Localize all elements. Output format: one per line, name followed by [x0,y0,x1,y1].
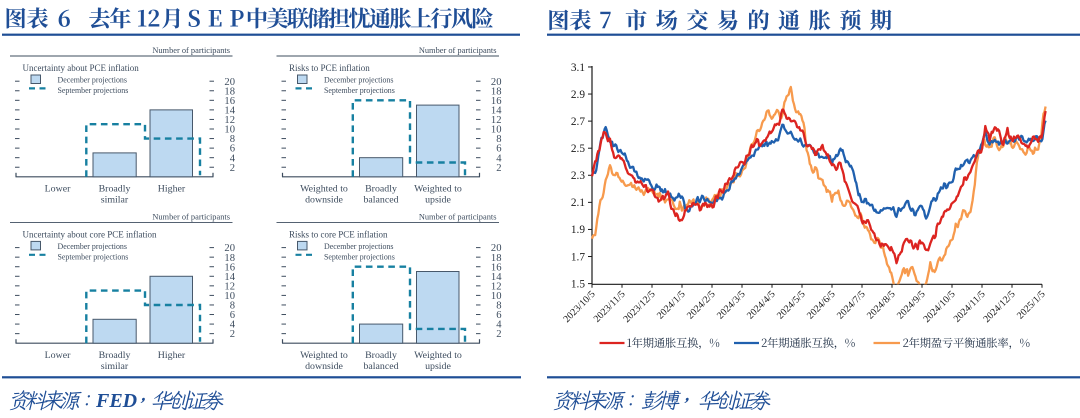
svg-text:Number of participants: Number of participants [152,212,230,221]
svg-text:upside: upside [425,195,451,206]
svg-text:December projections: December projections [58,242,127,251]
svg-text:10: 10 [491,125,502,136]
svg-text:20: 20 [224,77,235,88]
svg-text:Weighted to: Weighted to [300,184,348,195]
svg-text:Weighted to: Weighted to [414,350,462,361]
svg-text:12: 12 [224,115,235,126]
svg-text:December projections: December projections [324,76,393,85]
svg-text:20: 20 [224,243,235,254]
svg-text:Higher: Higher [158,350,186,361]
svg-text:Broadly: Broadly [365,350,397,361]
svg-text:September projections: September projections [58,252,129,261]
svg-text:8: 8 [496,301,501,312]
svg-text:6: 6 [496,310,501,321]
svg-text:Lower: Lower [45,184,71,195]
svg-text:downside: downside [305,361,343,372]
svg-text:18: 18 [224,253,235,264]
svg-text:4: 4 [496,153,502,164]
svg-text:18: 18 [224,86,235,97]
svg-text:8: 8 [496,134,501,145]
svg-text:balanced: balanced [363,361,398,372]
svg-text:12: 12 [491,281,502,292]
svg-text:12: 12 [491,115,502,126]
svg-text:upside: upside [425,361,451,372]
svg-text:2.5: 2.5 [571,143,585,155]
svg-text:Number of participants: Number of participants [419,46,497,55]
svg-text:14: 14 [491,272,502,283]
svg-text:FED: FED [95,390,137,412]
svg-text:16: 16 [491,96,502,107]
svg-text:2: 2 [496,329,501,340]
svg-text:September projections: September projections [324,86,395,95]
svg-text:12: 12 [224,281,235,292]
svg-text:4: 4 [230,320,236,331]
svg-text:14: 14 [491,106,502,117]
svg-text:16: 16 [224,262,235,273]
svg-text:20: 20 [491,243,502,254]
svg-text:1.5: 1.5 [571,278,585,290]
svg-text:14: 14 [224,106,235,117]
svg-text:16: 16 [491,262,502,273]
svg-text:September projections: September projections [324,252,395,261]
svg-text:2.7: 2.7 [571,116,585,128]
svg-text:4: 4 [496,320,502,331]
svg-text:Weighted to: Weighted to [300,350,348,361]
svg-text:4: 4 [230,153,236,164]
svg-text:6: 6 [230,310,235,321]
svg-text:2: 2 [230,163,235,174]
svg-text:10: 10 [491,291,502,302]
svg-text:Number of participants: Number of participants [419,212,497,221]
svg-text:similar: similar [101,195,129,206]
svg-text:6: 6 [496,144,501,155]
svg-text:Risks to core PCE inflation: Risks to core PCE inflation [289,229,388,239]
svg-text:September projections: September projections [58,86,129,95]
svg-text:14: 14 [224,272,235,283]
svg-text:18: 18 [491,253,502,264]
svg-text:10: 10 [224,125,235,136]
svg-text:Broadly: Broadly [99,184,131,195]
svg-text:Weighted to: Weighted to [414,184,462,195]
svg-text:Broadly: Broadly [99,350,131,361]
svg-text:Risks to PCE inflation: Risks to PCE inflation [289,63,370,73]
svg-text:Broadly: Broadly [365,184,397,195]
svg-text:1.9: 1.9 [571,224,585,236]
svg-text:2.9: 2.9 [571,89,585,101]
svg-text:Number of participants: Number of participants [152,46,230,55]
svg-text:Uncertainty about PCE inflatio: Uncertainty about PCE inflation [23,63,140,73]
svg-text:December projections: December projections [324,242,393,251]
svg-text:downside: downside [305,195,343,206]
svg-text:similar: similar [101,361,129,372]
svg-text:3.1: 3.1 [571,62,585,74]
svg-text:Higher: Higher [158,184,186,195]
svg-text:10: 10 [224,291,235,302]
svg-text:2: 2 [496,163,501,174]
svg-text:6: 6 [230,144,235,155]
svg-text:8: 8 [230,134,235,145]
svg-text:18: 18 [491,86,502,97]
svg-text:Uncertainty about core PCE inf: Uncertainty about core PCE inflation [23,229,157,239]
svg-text:2: 2 [230,329,235,340]
svg-text:balanced: balanced [363,195,398,206]
svg-text:December projections: December projections [58,76,127,85]
svg-text:20: 20 [491,77,502,88]
svg-text:8: 8 [230,301,235,312]
svg-text:2.1: 2.1 [571,197,585,209]
svg-text:2.3: 2.3 [571,170,585,182]
svg-text:16: 16 [224,96,235,107]
svg-text:1.7: 1.7 [571,251,585,263]
svg-text:Lower: Lower [45,350,71,361]
